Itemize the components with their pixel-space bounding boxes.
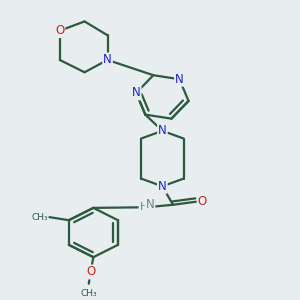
Text: N: N — [103, 53, 112, 66]
Text: O: O — [55, 24, 64, 37]
Text: CH₃: CH₃ — [80, 289, 97, 298]
Text: O: O — [86, 266, 95, 278]
Text: N: N — [175, 73, 184, 86]
Text: N: N — [158, 180, 167, 193]
Text: CH₃: CH₃ — [31, 213, 48, 222]
Text: N: N — [132, 86, 141, 99]
Text: O: O — [198, 195, 207, 208]
Text: N: N — [158, 124, 167, 137]
Text: H: H — [140, 202, 148, 212]
Text: N: N — [146, 198, 154, 211]
